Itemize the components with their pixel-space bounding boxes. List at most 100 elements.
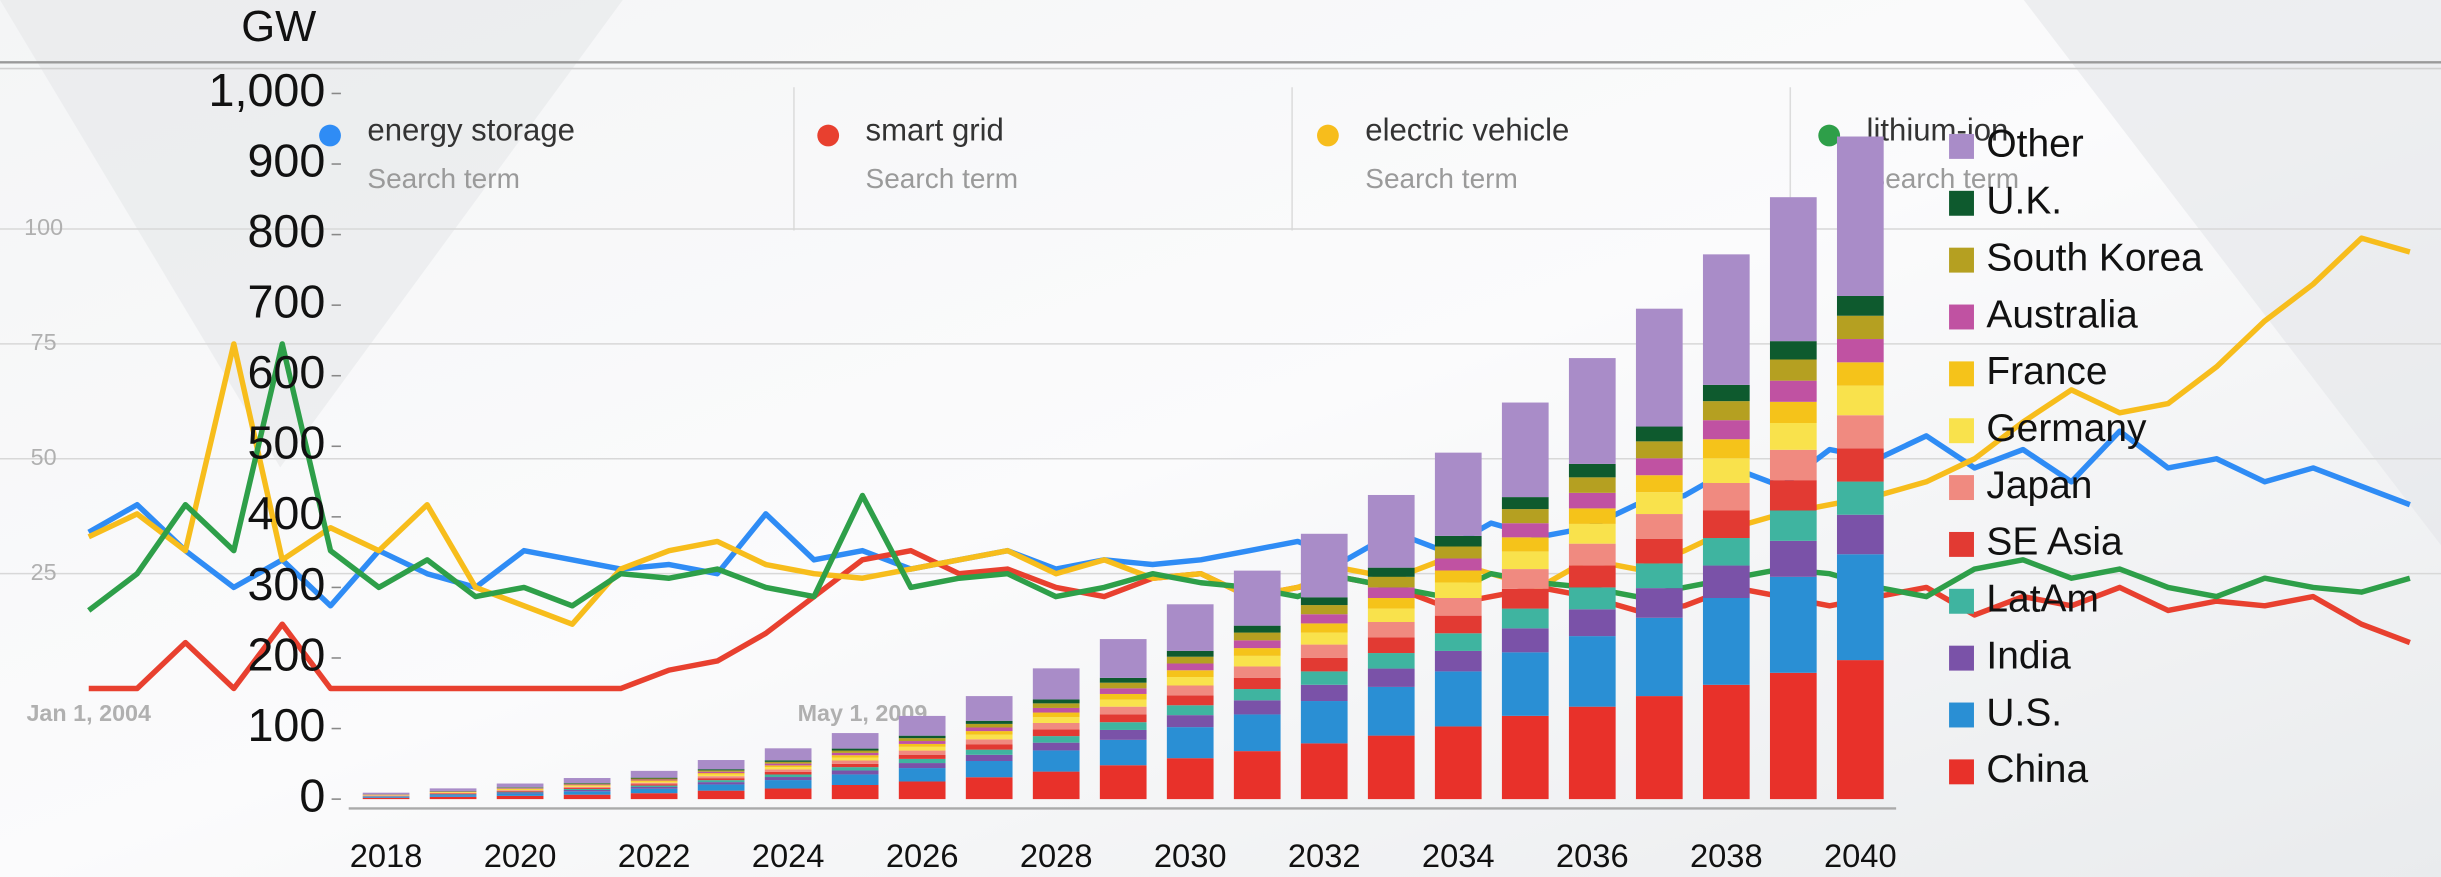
legend-label: South Korea	[1986, 236, 2203, 279]
bar-segment	[1434, 615, 1482, 634]
y-tick-label: 700	[247, 275, 325, 327]
bar-segment	[496, 788, 544, 789]
legend-label: SE Asia	[1986, 521, 2123, 564]
legend-swatch	[1949, 531, 1974, 557]
bar-segment	[1836, 481, 1884, 515]
bar-segment	[563, 787, 611, 789]
bar-segment	[1233, 677, 1281, 690]
bar-segment	[563, 791, 611, 795]
bar-segment	[1434, 671, 1482, 727]
bar-segment	[1501, 523, 1549, 538]
bar-segment	[1300, 671, 1348, 685]
bar-segment	[429, 792, 477, 794]
bar-segment	[831, 785, 879, 800]
bar-segment	[362, 797, 410, 800]
legend-label: Japan	[1986, 464, 2092, 507]
legend-sublabel: Search term	[1365, 163, 1518, 194]
bar-segment	[1635, 308, 1683, 427]
bar-segment	[697, 770, 745, 772]
bar-segment	[1434, 558, 1482, 571]
bar-segment	[898, 735, 946, 739]
bar-segment	[1367, 621, 1415, 638]
x-tick-label: 2026	[886, 837, 959, 874]
bar-segment	[1233, 648, 1281, 656]
bar-segment	[1702, 254, 1750, 385]
legend-label: U.K.	[1986, 180, 2062, 223]
bar-segment	[1032, 742, 1080, 751]
bar-segment	[1233, 570, 1281, 626]
legend-label: Other	[1986, 123, 2083, 166]
bar-segment	[1702, 384, 1750, 402]
bar-segment	[1702, 510, 1750, 539]
bar-segment	[1367, 494, 1415, 568]
bar-segment	[1769, 576, 1817, 673]
bar-segment	[831, 770, 879, 775]
legend-swatch	[1949, 702, 1974, 728]
bar-segment	[1367, 668, 1415, 687]
bar-segment	[1367, 653, 1415, 669]
bar-segment	[697, 773, 745, 775]
bar-segment	[1166, 656, 1214, 664]
bar-segment	[1635, 563, 1683, 589]
bar-segment	[429, 796, 477, 800]
legend-swatch	[1949, 588, 1974, 614]
bar-segment	[1166, 650, 1214, 657]
bar-segment	[764, 765, 812, 768]
bar-segment	[764, 760, 812, 762]
bar-segment	[1702, 565, 1750, 599]
bar-segment	[898, 763, 946, 769]
bar-segment	[1300, 623, 1348, 633]
legend-swatch	[1949, 247, 1974, 273]
bar-segment	[1568, 463, 1616, 478]
bar-segment	[1702, 420, 1750, 440]
bar-segment	[697, 769, 745, 771]
bar-segment	[1635, 475, 1683, 493]
bar-segment	[1300, 614, 1348, 624]
bar-segment	[1434, 598, 1482, 616]
x-tick-label: 2032	[1288, 837, 1361, 874]
bar-segment	[1769, 423, 1817, 450]
bar-segment	[1099, 739, 1147, 766]
bar-segment	[496, 783, 544, 788]
y-tick-label: 0	[299, 769, 325, 821]
bar-segment	[1635, 458, 1683, 476]
bar-segment	[429, 793, 477, 795]
bar-segment	[1836, 339, 1884, 363]
legend-label: India	[1986, 634, 2071, 677]
bar-segment	[697, 776, 745, 779]
legend-sublabel: Search term	[1867, 163, 2020, 194]
x-tick-label: 2038	[1690, 837, 1763, 874]
bar-segment	[1032, 703, 1080, 708]
bar-segment	[764, 769, 812, 772]
bar-segment	[1233, 714, 1281, 752]
bar-segment	[697, 774, 745, 777]
bar-segment	[1434, 582, 1482, 599]
bar-segment	[496, 791, 544, 793]
bar-segment	[1501, 497, 1549, 510]
bar-segment	[1836, 514, 1884, 555]
y-tick-label: 900	[247, 134, 325, 186]
bar-segment	[1032, 736, 1080, 743]
bar-segment	[1702, 401, 1750, 421]
legend-label: Australia	[1986, 293, 2138, 336]
legend-dot	[319, 124, 341, 147]
bar-segment	[1166, 705, 1214, 716]
bar-segment	[697, 790, 745, 800]
bar-segment	[1635, 441, 1683, 459]
bar-segment	[630, 778, 678, 780]
bar-segment	[1568, 508, 1616, 524]
bar-segment	[898, 758, 946, 764]
bar-segment	[563, 783, 611, 784]
bar-segment	[1233, 625, 1281, 633]
bar-segment	[1032, 699, 1080, 704]
bar-segment	[965, 734, 1013, 740]
bar-segment	[1702, 482, 1750, 511]
bar-segment	[831, 757, 879, 761]
bar-segment	[1300, 701, 1348, 744]
bar-segment	[764, 774, 812, 778]
legend-swatch	[1949, 418, 1974, 444]
bar-segment	[1501, 628, 1549, 653]
bar-segment	[563, 786, 611, 788]
y-tick-label: 75	[31, 329, 57, 355]
